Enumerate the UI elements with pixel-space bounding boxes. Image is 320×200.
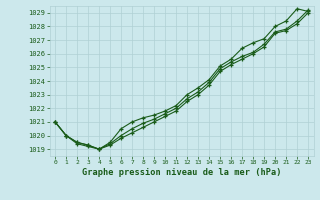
X-axis label: Graphe pression niveau de la mer (hPa): Graphe pression niveau de la mer (hPa) <box>82 168 281 177</box>
